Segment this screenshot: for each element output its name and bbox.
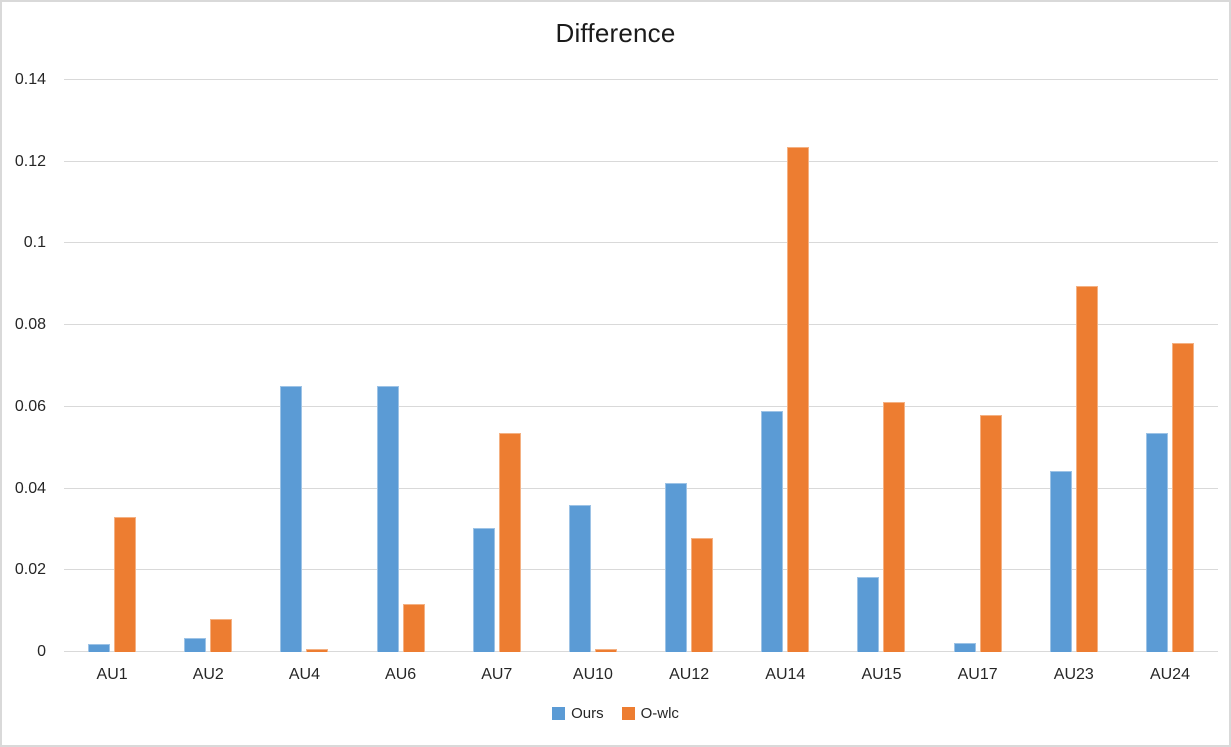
bar-ours-au1[interactable]: [88, 643, 111, 652]
gridline-0.12: [64, 160, 1218, 162]
gridline-0.06: [64, 405, 1218, 407]
x-axis-label-au10: AU10: [572, 666, 613, 683]
bar-group-AU4: [256, 80, 352, 652]
bar-ours-au6[interactable]: [376, 386, 399, 652]
bar-group-AU2: [160, 80, 256, 652]
bar-ours-au17[interactable]: [953, 643, 976, 652]
x-axis-label-au15: AU15: [861, 666, 902, 683]
legend-swatch-ours: [552, 707, 566, 720]
y-tick-label-0.14: 0.14: [14, 71, 46, 88]
bar-o-wlc-au14[interactable]: [787, 146, 810, 652]
x-axis-label-au14: AU14: [765, 666, 806, 683]
gridline-0.04: [64, 487, 1218, 489]
x-axis-tick-labels: AU1 AU2 AU4 AU6 AU7 AU10 AU12 AU14 AU15 AU17 AU23 A…: [64, 666, 1218, 684]
x-axis-label-au24: AU24: [1149, 666, 1190, 683]
y-tick-label-0.06: 0.06: [14, 397, 46, 415]
legend-label-o-wlc: O-wlc: [640, 705, 679, 722]
legend-item-o-wlc[interactable]: O-wlc: [621, 705, 679, 722]
y-tick-label-0.04: 0.04: [14, 479, 46, 497]
bar-ours-au4[interactable]: [280, 386, 303, 652]
bar-o-wlc-au12[interactable]: [691, 538, 714, 652]
bar-group-AU7: [449, 80, 545, 652]
y-tick-label-0: 0: [37, 643, 46, 660]
x-axis-label-au6: AU6: [385, 666, 417, 683]
bar-o-wlc-au7[interactable]: [498, 433, 521, 652]
bar-o-wlc-au2[interactable]: [210, 619, 233, 652]
legend-label-ours: Ours: [571, 705, 604, 722]
bar-ours-au15[interactable]: [857, 577, 880, 652]
bar-group-AU14: [737, 80, 833, 652]
bar-o-wlc-au6[interactable]: [402, 604, 425, 652]
bar-group-AU15: [833, 80, 929, 652]
x-axis-label-au7: AU7: [481, 666, 513, 683]
gridline-0.08: [64, 324, 1218, 326]
bar-ours-au2[interactable]: [184, 637, 207, 652]
gridline-0.02: [64, 569, 1218, 571]
bar-o-wlc-au1[interactable]: [114, 517, 137, 652]
x-axis-label-au23: AU23: [1053, 666, 1094, 683]
gridline-0.1: [64, 242, 1218, 244]
bar-o-wlc-au10[interactable]: [594, 649, 617, 652]
bar-group-AU6: [353, 80, 449, 652]
legend-item-ours[interactable]: Ours: [552, 705, 604, 722]
x-axis-label-au12: AU12: [669, 666, 710, 683]
y-tick-label-0.02: 0.02: [14, 561, 46, 579]
bar-o-wlc-au24[interactable]: [1171, 342, 1194, 652]
plot-area: [64, 79, 1218, 652]
x-axis-label-au2: AU2: [192, 666, 224, 683]
bar-group-AU17: [930, 80, 1026, 652]
bar-ours-au14[interactable]: [761, 410, 784, 652]
bar-ours-au7[interactable]: [472, 528, 495, 652]
bar-ours-au10[interactable]: [568, 504, 591, 652]
x-axis-label-au4: AU4: [288, 666, 320, 683]
x-axis-label-au17: AU17: [957, 666, 998, 683]
y-tick-label-0.1: 0.1: [23, 234, 46, 252]
bar-group-AU24: [1122, 80, 1218, 652]
bar-groups: [64, 80, 1218, 652]
y-tick-label-0.08: 0.08: [14, 316, 46, 334]
y-axis-tick-labels: 0 0.02 0.04 0.06 0.08 0.1 0.12 0.14: [2, 71, 52, 660]
gridline-0.14: [64, 79, 1218, 80]
bar-o-wlc-au4[interactable]: [306, 649, 329, 652]
gridline-0: [64, 651, 1218, 652]
bar-group-AU1: [64, 80, 160, 652]
bar-o-wlc-au23[interactable]: [1075, 285, 1098, 652]
chart-legend: Ours O-wlc: [2, 705, 1229, 722]
bar-group-AU23: [1026, 80, 1122, 652]
bar-o-wlc-au15[interactable]: [883, 402, 906, 652]
chart-title: Difference: [555, 18, 676, 48]
bar-group-AU12: [641, 80, 737, 652]
bar-group-AU10: [545, 80, 641, 652]
x-axis-label-au1: AU1: [96, 666, 128, 683]
bar-o-wlc-au17[interactable]: [979, 414, 1002, 652]
bar-ours-au24[interactable]: [1145, 433, 1168, 652]
y-tick-label-0.12: 0.12: [14, 152, 46, 170]
bar-ours-au12[interactable]: [665, 482, 688, 652]
bar-ours-au23[interactable]: [1049, 471, 1072, 652]
legend-swatch-o-wlc: [621, 707, 635, 720]
